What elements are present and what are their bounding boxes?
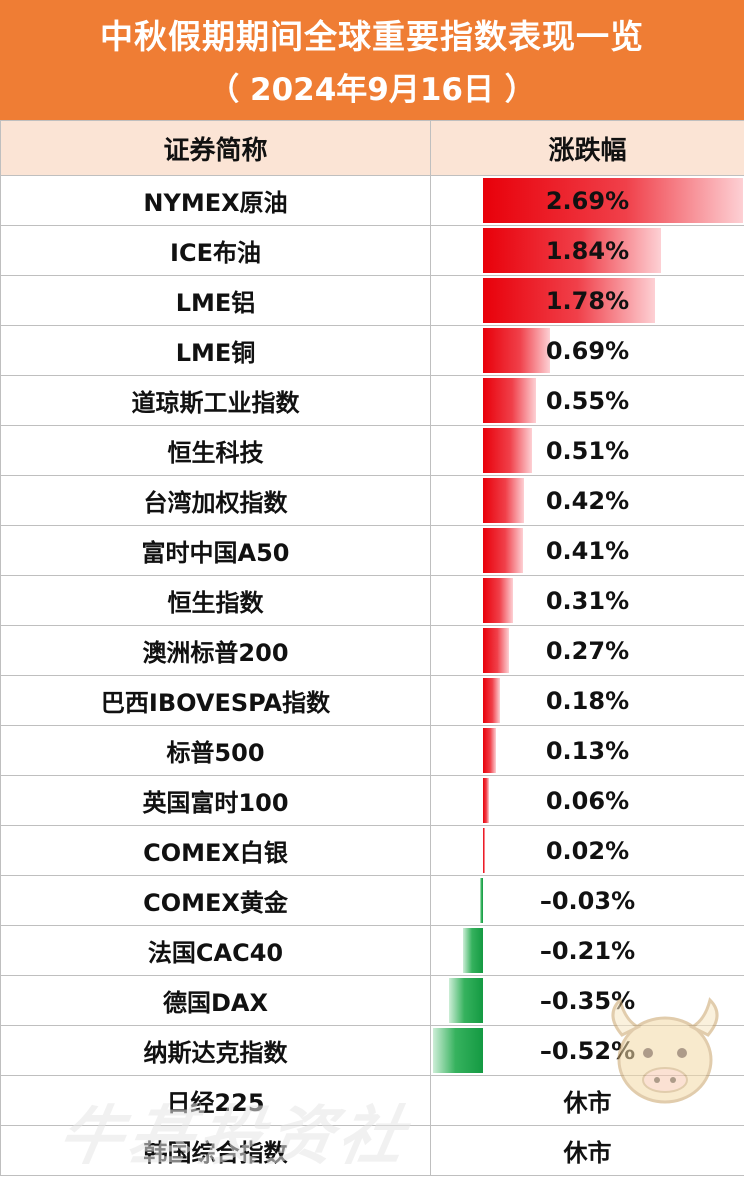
- security-name: 恒生指数: [1, 576, 431, 626]
- page-title: 中秋假期期间全球重要指数表现一览: [0, 10, 744, 58]
- table-row: 道琼斯工业指数 0.55%: [1, 376, 744, 426]
- security-name: 巴西IBOVESPA指数: [1, 676, 431, 726]
- table-row: 英国富时100 0.06%: [1, 776, 744, 826]
- gain-bar: [483, 678, 500, 723]
- table-row: COMEX白银 0.02%: [1, 826, 744, 876]
- security-name: LME铝: [1, 276, 431, 326]
- change-cell: 0.55%: [431, 376, 744, 426]
- security-name: 恒生科技: [1, 426, 431, 476]
- column-header-change: 涨跌幅: [431, 121, 744, 176]
- change-value: 1.84%: [546, 237, 629, 265]
- change-cell: 1.78%: [431, 276, 744, 326]
- change-value: 0.42%: [546, 487, 629, 515]
- change-value: 1.78%: [546, 287, 629, 315]
- change-value: –0.21%: [540, 937, 635, 965]
- table-row: COMEX黄金 –0.03%: [1, 876, 744, 926]
- table-header-row: 证券简称 涨跌幅: [1, 121, 744, 176]
- gain-bar: [483, 378, 536, 423]
- security-name: 英国富时100: [1, 776, 431, 826]
- security-name: COMEX黄金: [1, 876, 431, 926]
- change-value: 0.27%: [546, 637, 629, 665]
- change-value: 2.69%: [546, 187, 629, 215]
- change-cell: 0.18%: [431, 676, 744, 726]
- security-name: 法国CAC40: [1, 926, 431, 976]
- change-cell: –0.03%: [431, 876, 744, 926]
- security-name: 标普500: [1, 726, 431, 776]
- gain-bar: [483, 778, 489, 823]
- gain-bar: [483, 728, 496, 773]
- change-value: 0.06%: [546, 787, 629, 815]
- change-cell: –0.21%: [431, 926, 744, 976]
- security-name: 德国DAX: [1, 976, 431, 1026]
- security-name: ICE布油: [1, 226, 431, 276]
- change-value: 0.31%: [546, 587, 629, 615]
- change-cell: 0.41%: [431, 526, 744, 576]
- table-row: 澳洲标普200 0.27%: [1, 626, 744, 676]
- gain-bar: [483, 628, 509, 673]
- change-cell: 1.84%: [431, 226, 744, 276]
- change-cell: 0.02%: [431, 826, 744, 876]
- change-value: 休市: [564, 1139, 612, 1167]
- gain-bar: [483, 528, 523, 573]
- security-name: 纳斯达克指数: [1, 1026, 431, 1076]
- security-name: 澳洲标普200: [1, 626, 431, 676]
- gain-bar: [483, 328, 550, 373]
- table-row: NYMEX原油 2.69%: [1, 176, 744, 226]
- gain-bar: [483, 428, 532, 473]
- change-value: 0.18%: [546, 687, 629, 715]
- gain-bar: [483, 828, 485, 873]
- change-cell: 2.69%: [431, 176, 744, 226]
- change-value: –0.03%: [540, 887, 635, 915]
- page-date: （ 2024年9月16日 ）: [0, 64, 744, 109]
- bull-mascot-icon: [600, 985, 730, 1115]
- security-name: 富时中国A50: [1, 526, 431, 576]
- change-value: 0.55%: [546, 387, 629, 415]
- table-row: 恒生科技 0.51%: [1, 426, 744, 476]
- table-row: 标普500 0.13%: [1, 726, 744, 776]
- title-banner: 中秋假期期间全球重要指数表现一览 （ 2024年9月16日 ）: [0, 0, 744, 120]
- table-row: 富时中国A50 0.41%: [1, 526, 744, 576]
- watermark-text: 牛基投资社: [52, 1085, 418, 1177]
- change-value: 0.02%: [546, 837, 629, 865]
- change-cell: 0.27%: [431, 626, 744, 676]
- loss-bar: [463, 928, 483, 973]
- security-name: NYMEX原油: [1, 176, 431, 226]
- change-cell: 0.31%: [431, 576, 744, 626]
- loss-bar: [480, 878, 483, 923]
- loss-bar: [433, 1028, 483, 1073]
- security-name: LME铜: [1, 326, 431, 376]
- table-row: ICE布油 1.84%: [1, 226, 744, 276]
- change-cell: 0.51%: [431, 426, 744, 476]
- change-cell: 休市: [431, 1126, 744, 1176]
- table-row: LME铝 1.78%: [1, 276, 744, 326]
- loss-bar: [449, 978, 483, 1023]
- security-name: 台湾加权指数: [1, 476, 431, 526]
- table-row: 恒生指数 0.31%: [1, 576, 744, 626]
- table-row: 台湾加权指数 0.42%: [1, 476, 744, 526]
- change-cell: 0.13%: [431, 726, 744, 776]
- change-value: 0.41%: [546, 537, 629, 565]
- table-row: LME铜 0.69%: [1, 326, 744, 376]
- column-header-name: 证券简称: [1, 121, 431, 176]
- gain-bar: [483, 478, 524, 523]
- security-name: 道琼斯工业指数: [1, 376, 431, 426]
- change-value: 0.13%: [546, 737, 629, 765]
- table-row: 巴西IBOVESPA指数 0.18%: [1, 676, 744, 726]
- change-value: 0.69%: [546, 337, 629, 365]
- change-value: 0.51%: [546, 437, 629, 465]
- security-name: COMEX白银: [1, 826, 431, 876]
- change-cell: 0.69%: [431, 326, 744, 376]
- table-row: 法国CAC40 –0.21%: [1, 926, 744, 976]
- change-cell: 0.42%: [431, 476, 744, 526]
- gain-bar: [483, 578, 513, 623]
- change-cell: 0.06%: [431, 776, 744, 826]
